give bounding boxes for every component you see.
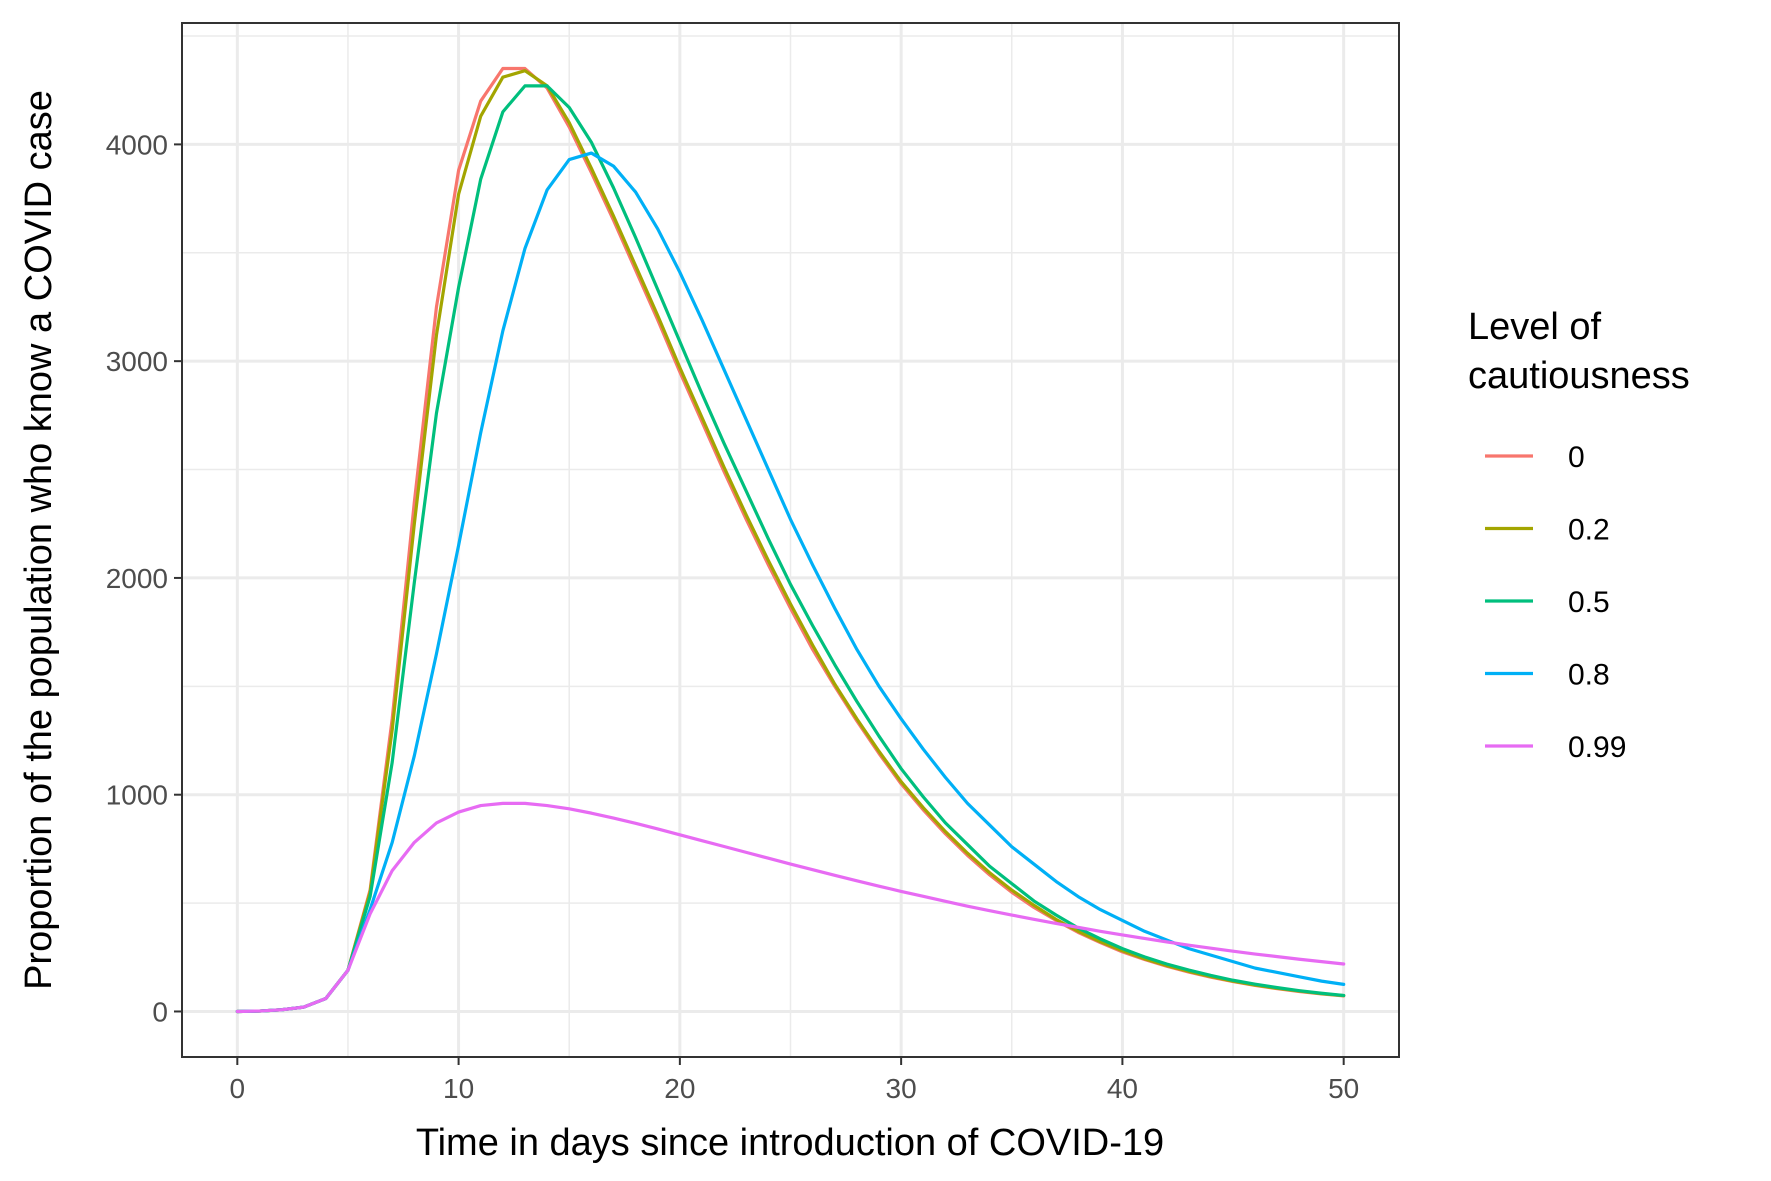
x-tick-label: 0 [230, 1073, 246, 1104]
legend-title: Level of cautiousness [1468, 306, 1690, 397]
data-series [235, 66, 1346, 1014]
series-line-0.8 [235, 151, 1346, 1014]
legend-label-0.2: 0.2 [1568, 514, 1610, 547]
legend: Level of cautiousness 0 0.2 0.5 0.8 0.99 [1468, 306, 1690, 764]
series-line-0.99 [235, 801, 1346, 1014]
series-line-0.5 [235, 84, 1346, 1014]
legend-label-0: 0 [1568, 441, 1585, 474]
legend-title-line-2: cautiousness [1468, 355, 1690, 397]
x-axis-title: Time in days since introduction of COVID… [416, 1122, 1164, 1164]
y-tick-label: 3000 [106, 346, 168, 377]
axis-ticks: 0 10 20 30 40 50 0 1000 2000 3000 4000 [106, 129, 1360, 1104]
y-axis-title: Proportion of the population who know a … [18, 90, 60, 990]
x-tick-label: 50 [1328, 1073, 1359, 1104]
x-tick-label: 20 [664, 1073, 695, 1104]
legend-label-0.5: 0.5 [1568, 586, 1610, 619]
y-tick-label: 4000 [106, 129, 168, 160]
y-tick-label: 1000 [106, 780, 168, 811]
legend-title-line-1: Level of [1468, 306, 1602, 348]
x-tick-label: 10 [443, 1073, 474, 1104]
x-tick-label: 30 [886, 1073, 917, 1104]
y-tick-label: 0 [152, 996, 168, 1027]
plot-panel-border [181, 22, 1400, 1058]
legend-label-0.8: 0.8 [1568, 659, 1610, 692]
y-tick-label: 2000 [106, 563, 168, 594]
x-tick-label: 40 [1107, 1073, 1138, 1104]
legend-keys: 0 0.2 0.5 0.8 0.99 [1485, 441, 1626, 764]
legend-label-0.99: 0.99 [1568, 731, 1626, 764]
